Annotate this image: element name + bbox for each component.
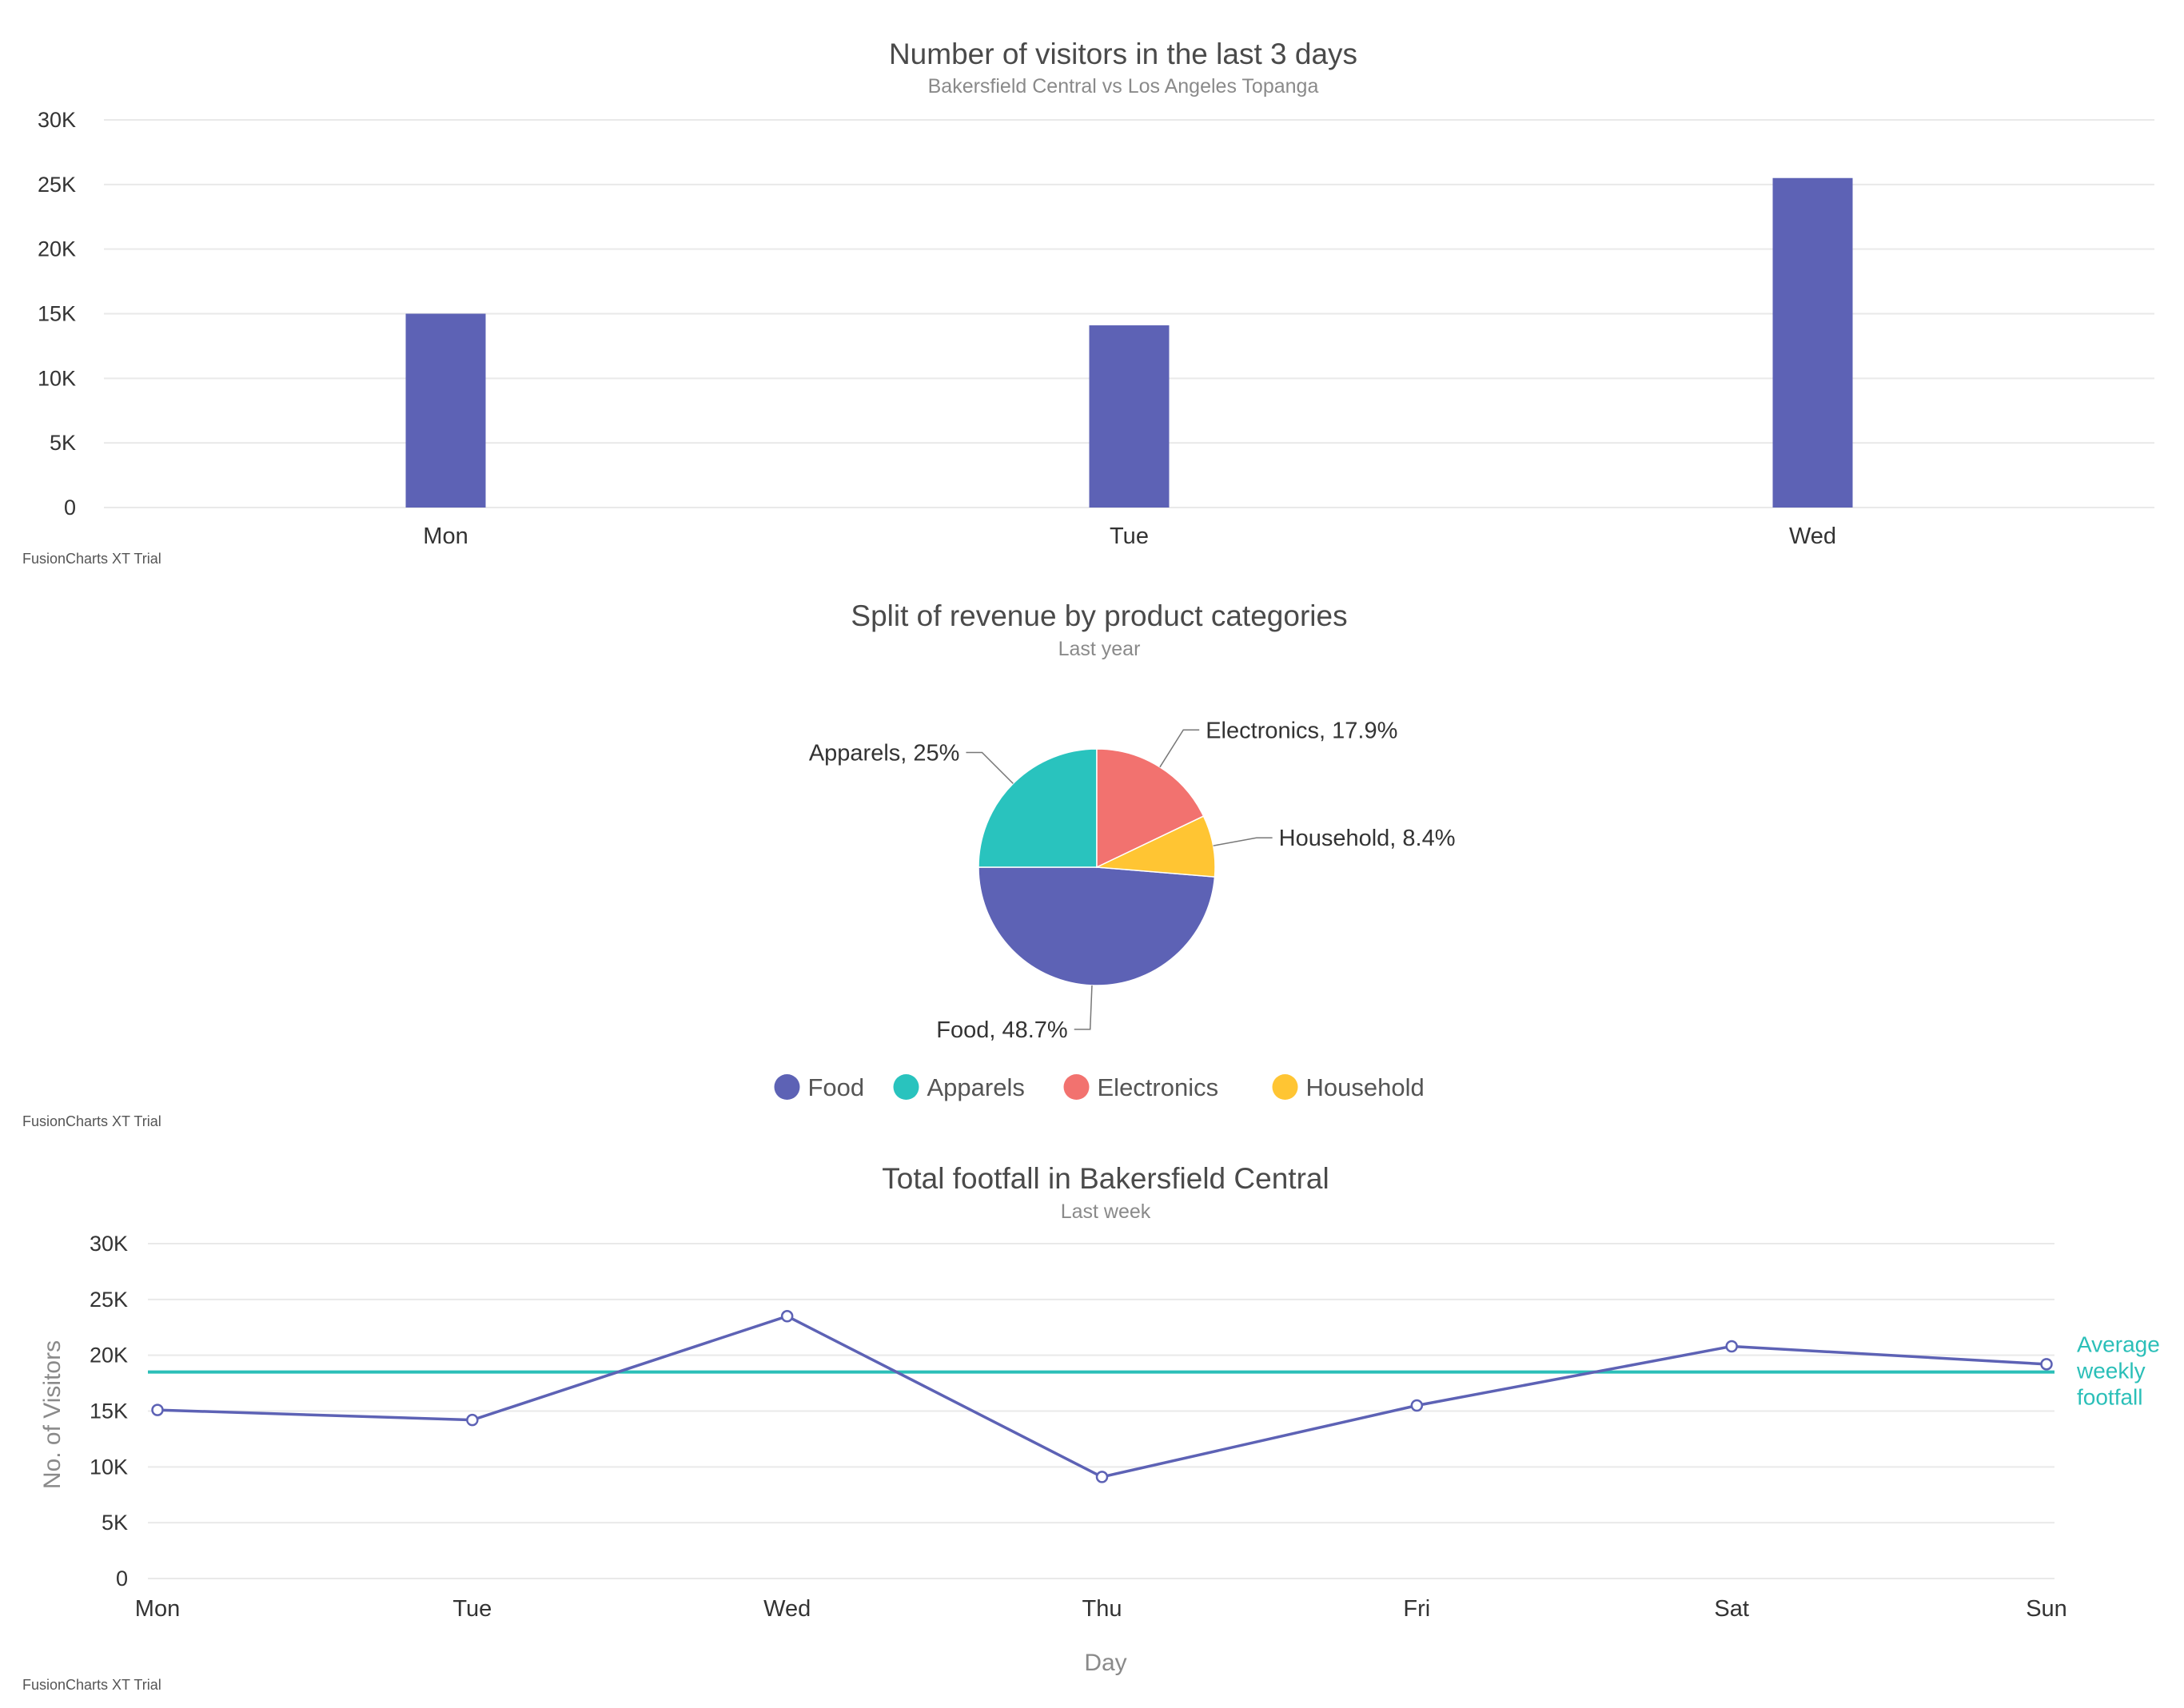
line-gridlines — [148, 1243, 2054, 1579]
pie-chart: Split of revenue by product categories L… — [22, 599, 1456, 1129]
line-y-tick-label: 30K — [90, 1232, 128, 1256]
line-point-sat — [1725, 1340, 1738, 1353]
line-y-tick-label: 5K — [102, 1511, 128, 1535]
line-point-thu — [1095, 1471, 1109, 1483]
pie-slice-labels: Food, 48.7% Apparels, 25% Electronics, 17.… — [809, 718, 1456, 1043]
line-y-tick-label: 0 — [116, 1567, 128, 1591]
bar-chart-watermark: FusionCharts XT Trial — [22, 551, 161, 567]
line-x-axis-title: Day — [1084, 1650, 1126, 1676]
bar-mon — [405, 313, 486, 508]
trendline-label: footfall — [2077, 1385, 2143, 1410]
pie-label-apparels: Apparels, 25% — [809, 740, 960, 766]
line-chart: Total footfall in Bakersfield Central La… — [22, 1162, 2160, 1693]
pie-legend: Food Apparels Electronics Household — [774, 1073, 1425, 1101]
line-chart-subtitle: Last week — [1061, 1200, 1151, 1223]
bar-chart: Number of visitors in the last 3 days Ba… — [22, 38, 2154, 567]
line-path — [157, 1314, 2047, 1479]
bar-y-tick-label: 0 — [64, 496, 76, 520]
line-x-label: Mon — [135, 1596, 180, 1622]
line-point-wed — [780, 1310, 794, 1323]
legend-marker-food — [774, 1074, 800, 1100]
bar-y-tick-label: 5K — [50, 431, 76, 455]
legend-marker-electronics — [1063, 1074, 1090, 1100]
pie-chart-title: Split of revenue by product categories — [851, 599, 1347, 632]
pie-leader-line — [1074, 985, 1093, 1030]
pie-chart-watermark: FusionCharts XT Trial — [22, 1113, 161, 1129]
bar-y-tick-label: 30K — [38, 108, 76, 132]
legend-marker-household — [1272, 1074, 1298, 1100]
pie-slices — [978, 748, 1216, 986]
bar-series — [405, 177, 1853, 508]
line-y-tick-label: 25K — [90, 1288, 128, 1312]
line-series — [151, 1310, 2053, 1483]
line-point-tue — [466, 1413, 479, 1427]
line-y-tick-label: 20K — [90, 1344, 128, 1368]
legend-label-food: Food — [808, 1073, 865, 1101]
line-point-sun — [2040, 1358, 2053, 1371]
legend-label-electronics: Electronics — [1098, 1073, 1219, 1101]
line-x-axis-labels: Mon Tue Wed Thu Fri Sat Sun — [135, 1596, 2067, 1622]
line-x-label: Wed — [763, 1596, 811, 1622]
line-point-fri — [1410, 1399, 1424, 1412]
pie-leader-line — [1213, 837, 1273, 846]
pie-chart-subtitle: Last year — [1058, 638, 1141, 660]
pie-label-electronics: Electronics, 17.9% — [1206, 718, 1397, 743]
bar-x-label: Mon — [423, 524, 468, 549]
bar-y-tick-label: 10K — [38, 366, 76, 390]
bar-tue — [1089, 325, 1170, 508]
bar-x-label: Wed — [1789, 524, 1836, 549]
bar-y-tick-label: 25K — [38, 173, 76, 197]
bar-wed — [1772, 177, 1853, 508]
line-chart-title: Total footfall in Bakersfield Central — [882, 1162, 1329, 1195]
line-x-label: Fri — [1403, 1596, 1430, 1622]
line-x-label: Sun — [2026, 1596, 2067, 1622]
line-y-tick-label: 15K — [90, 1399, 128, 1423]
bar-x-label: Tue — [1110, 524, 1149, 549]
line-x-label: Tue — [452, 1596, 492, 1622]
pie-leader-line — [1159, 729, 1200, 768]
trendline-label: weekly — [2076, 1359, 2146, 1384]
legend-label-household: Household — [1306, 1073, 1425, 1101]
line-y-axis-title: No. of Visitors — [39, 1340, 66, 1489]
pie-leader-line — [966, 751, 1014, 784]
bar-x-axis-labels: Mon Tue Wed — [423, 524, 1836, 549]
legend-label-apparels: Apparels — [927, 1073, 1025, 1101]
line-chart-watermark: FusionCharts XT Trial — [22, 1677, 161, 1693]
pie-slice-electronics — [1096, 748, 1205, 869]
line-y-tick-label: 10K — [90, 1455, 128, 1479]
line-x-label: Sat — [1714, 1596, 1749, 1622]
line-x-label: Thu — [1082, 1596, 1122, 1622]
line-point-mon — [151, 1403, 164, 1416]
trendline-label: Average — [2077, 1332, 2160, 1357]
bar-y-tick-label: 15K — [38, 302, 76, 326]
bar-y-tick-label: 20K — [38, 237, 76, 261]
bar-y-axis-ticks: 0 5K 10K 15K 20K 25K 30K — [38, 108, 76, 520]
bar-chart-subtitle: Bakersfield Central vs Los Angeles Topan… — [928, 75, 1319, 98]
pie-slice-food — [978, 866, 1216, 986]
bar-chart-title: Number of visitors in the last 3 days — [889, 38, 1357, 70]
legend-marker-apparels — [893, 1074, 919, 1100]
line-y-axis-ticks: 0 5K 10K 15K 20K 25K 30K — [90, 1232, 128, 1591]
pie-label-household: Household, 8.4% — [1279, 826, 1456, 851]
pie-label-food: Food, 48.7% — [936, 1017, 1067, 1043]
pie-slice-apparels — [978, 748, 1098, 868]
